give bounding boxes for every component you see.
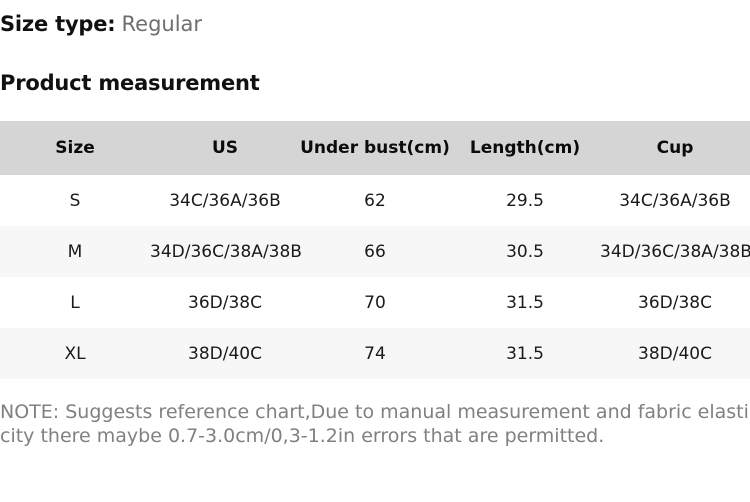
- cell-cup: 34D/36C/38A/38B: [600, 241, 750, 262]
- table-row: M 34D/36C/38A/38B 66 30.5 34D/36C/38A/38…: [0, 226, 750, 277]
- cell-cup: 38D/40C: [638, 343, 712, 364]
- table-body: S 34C/36A/36B 62 29.5 34C/36A/36B M 34D/…: [0, 175, 750, 379]
- cell-size: L: [70, 292, 80, 313]
- page-title: Product measurement: [0, 71, 260, 95]
- table-header-row: Size US Under bust(cm) Length(cm) Cup: [0, 121, 750, 175]
- column-header-length: Length(cm): [469, 137, 581, 158]
- cell-under-bust: 62: [364, 190, 386, 211]
- cell-cup: 34C/36A/36B: [619, 190, 731, 211]
- cell-us: 34C/36A/36B: [169, 190, 281, 211]
- column-header-cup: Cup: [656, 137, 694, 158]
- size-type-value: Regular: [121, 12, 203, 36]
- column-header-us: US: [211, 137, 239, 158]
- table-header: Size US Under bust(cm) Length(cm) Cup: [0, 121, 750, 175]
- product-measurement-table: Size US Under bust(cm) Length(cm) Cup S …: [0, 121, 750, 379]
- cell-cup: 36D/38C: [638, 292, 712, 313]
- cell-us: 38D/40C: [188, 343, 262, 364]
- cell-size: M: [67, 241, 83, 262]
- cell-length: 31.5: [506, 343, 544, 364]
- cell-length: 31.5: [506, 292, 544, 313]
- size-type-row: Size type: Regular: [0, 11, 202, 37]
- cell-size: S: [69, 190, 81, 211]
- cell-under-bust: 70: [364, 292, 386, 313]
- cell-size: XL: [64, 343, 86, 364]
- cell-us: 36D/38C: [188, 292, 262, 313]
- table-row: L 36D/38C 70 31.5 36D/38C: [0, 277, 750, 328]
- size-type-label: Size type:: [0, 12, 116, 36]
- cell-length: 29.5: [506, 190, 544, 211]
- cell-us: 34D/36C/38A/38B: [150, 241, 302, 262]
- cell-length: 30.5: [506, 241, 544, 262]
- column-header-under-bust: Under bust(cm): [300, 137, 450, 158]
- column-header-size: Size: [55, 137, 95, 158]
- table-row: S 34C/36A/36B 62 29.5 34C/36A/36B: [0, 175, 750, 226]
- measurement-note: NOTE: Suggests reference chart,Due to ma…: [0, 401, 749, 447]
- cell-under-bust: 74: [364, 343, 386, 364]
- cell-under-bust: 66: [364, 241, 386, 262]
- table-row: XL 38D/40C 74 31.5 38D/40C: [0, 328, 750, 379]
